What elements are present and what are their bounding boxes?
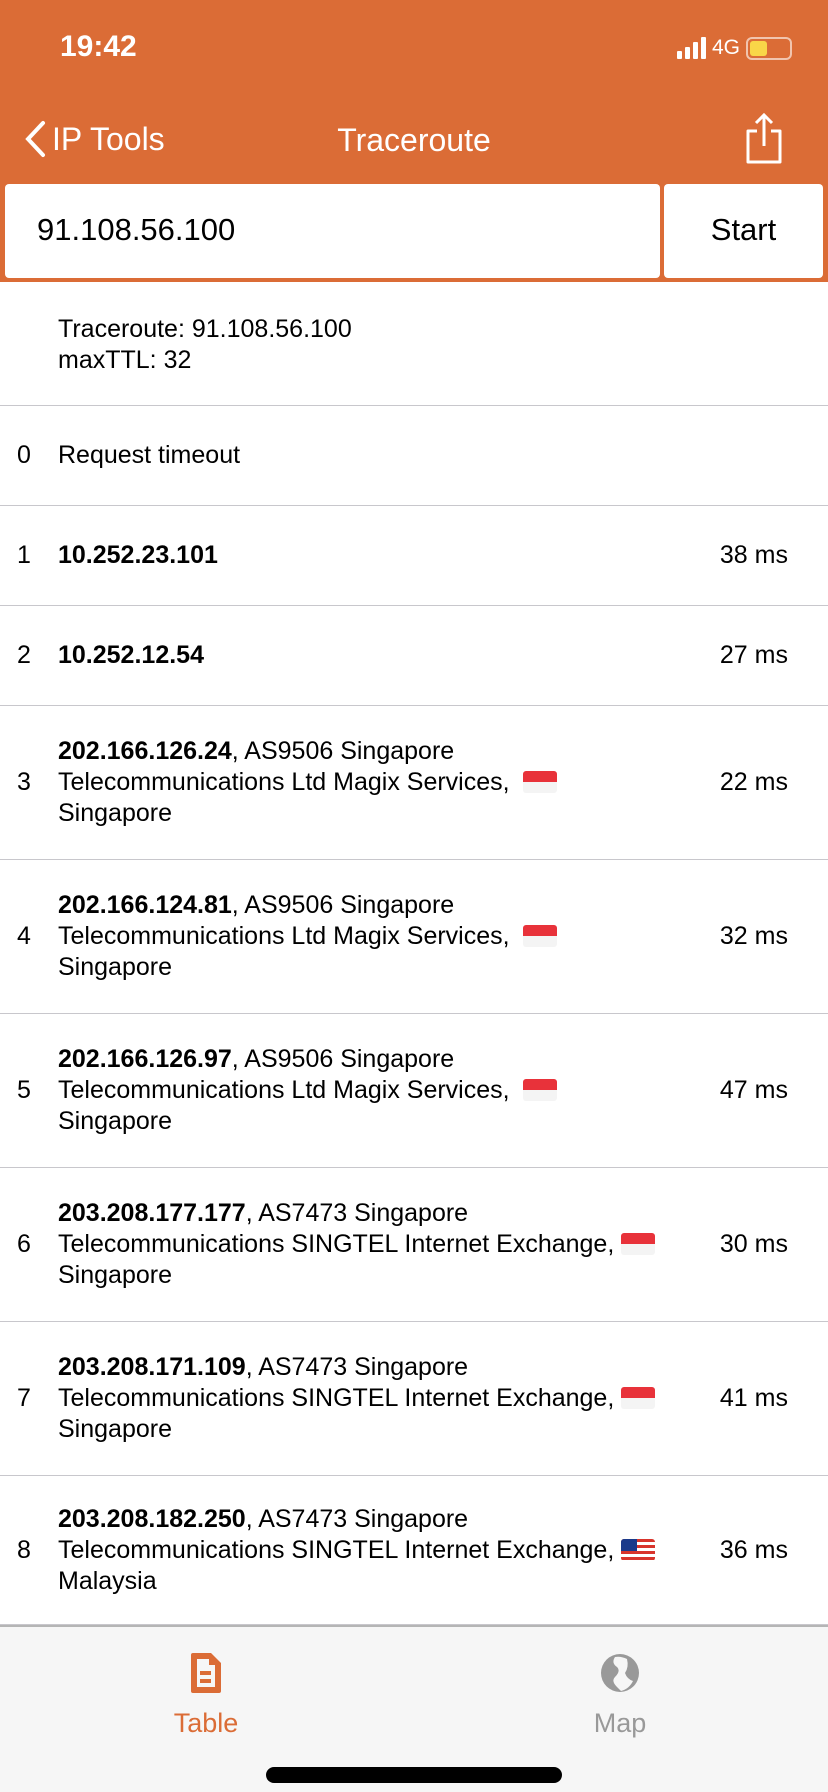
hop-description: , AS9506 Singapore Telecommunications Lt… <box>58 891 517 950</box>
hop-ip: 202.166.126.97 <box>58 1045 232 1073</box>
tab-table[interactable]: Table <box>146 1645 266 1739</box>
hop-latency: 38 ms <box>719 541 788 569</box>
back-label: IP Tools <box>52 120 165 157</box>
start-button[interactable]: Start <box>664 184 823 278</box>
hop-row[interactable]: 6 203.208.177.177, AS7473 Singapore Telec… <box>0 1168 828 1322</box>
hop-ip: 202.166.124.81 <box>58 891 232 919</box>
hop-ip: 10.252.23.101 <box>58 541 218 569</box>
share-button[interactable] <box>744 112 784 170</box>
hop-number: 6 <box>17 1230 31 1258</box>
hop-latency: 36 ms <box>719 1535 788 1564</box>
info-maxttl: maxTTL: 32 <box>58 346 192 374</box>
hop-latency: 27 ms <box>719 641 788 669</box>
traceroute-list: Traceroute: 91.108.56.100 maxTTL: 32 0 Re… <box>0 282 828 1625</box>
hop-latency: 30 ms <box>719 1230 788 1258</box>
chevron-left-icon <box>25 121 45 157</box>
hop-country: Singapore <box>58 1261 172 1289</box>
hop-number: 3 <box>17 768 31 796</box>
hop-details: 203.208.182.250, AS7473 Singapore Teleco… <box>58 1504 668 1597</box>
hop-country: Singapore <box>58 799 172 827</box>
hop-description: , AS9506 Singapore Telecommunications Lt… <box>58 737 517 796</box>
flag-icon <box>621 1538 656 1561</box>
signal-icon <box>676 37 706 59</box>
hop-ip: 202.166.126.24 <box>58 737 232 765</box>
network-type: 4G <box>711 36 740 59</box>
hop-latency: 41 ms <box>719 1384 788 1412</box>
hop-latency: 22 ms <box>719 768 788 796</box>
hop-country: Singapore <box>58 1415 172 1443</box>
flag-icon <box>522 771 557 793</box>
host-input[interactable]: 91.108.56.100 <box>5 184 660 278</box>
hop-country: Singapore <box>58 953 172 981</box>
hop-details: 202.166.126.97, AS9506 Singapore Telecom… <box>58 1044 668 1137</box>
hop-ip: 10.252.12.54 <box>58 641 204 669</box>
hop-details: 10.252.23.101 <box>58 540 668 571</box>
status-indicators: 4G <box>676 36 792 60</box>
hop-row[interactable]: 4 202.166.124.81, AS9506 Singapore Teleco… <box>0 860 828 1014</box>
hop-row[interactable]: 3 202.166.126.24, AS9506 Singapore Teleco… <box>0 706 828 860</box>
hop-row[interactable]: 2 10.252.12.54 27 ms <box>0 606 828 706</box>
hop-row[interactable]: 5 202.166.126.97, AS9506 Singapore Teleco… <box>0 1014 828 1168</box>
hop-ip: 203.208.177.177 <box>58 1199 246 1227</box>
hop-number: 5 <box>17 1076 31 1104</box>
back-button[interactable]: IP Tools <box>24 120 165 158</box>
tab-bar: Table Map <box>0 1625 828 1792</box>
globe-icon <box>601 1654 639 1692</box>
battery-icon <box>746 36 792 60</box>
hop-description: , AS7473 Singapore Telecommunications SI… <box>58 1199 622 1258</box>
hop-description: Request timeout <box>58 441 241 469</box>
tab-label: Map <box>593 1708 647 1738</box>
hop-row[interactable]: 1 10.252.23.101 38 ms <box>0 506 828 606</box>
hop-country: Singapore <box>58 1107 172 1135</box>
traceroute-info: Traceroute: 91.108.56.100 maxTTL: 32 <box>0 282 828 406</box>
hop-details: 202.166.126.24, AS9506 Singapore Telecom… <box>58 736 668 829</box>
hop-number: 1 <box>17 541 31 569</box>
hop-row[interactable]: 0 Request timeout <box>0 406 828 506</box>
document-icon <box>191 1653 221 1693</box>
status-time: 19:42 <box>60 30 137 63</box>
home-indicator <box>266 1767 562 1783</box>
hop-ip: 203.208.171.109 <box>58 1353 246 1381</box>
hop-description: , AS9506 Singapore Telecommunications Lt… <box>58 1045 517 1104</box>
hop-details: 203.208.171.109, AS7473 Singapore Teleco… <box>58 1352 668 1445</box>
hop-number: 7 <box>17 1384 31 1412</box>
hop-row[interactable]: 8 203.208.182.250, AS7473 Singapore Telec… <box>0 1476 828 1625</box>
hop-number: 4 <box>17 922 31 950</box>
flag-icon <box>621 1233 656 1255</box>
hop-country: Malaysia <box>58 1566 157 1595</box>
hop-number: 0 <box>17 441 31 469</box>
hop-row[interactable]: 7 203.208.171.109, AS7473 Singapore Telec… <box>0 1322 828 1476</box>
hop-number: 8 <box>17 1535 31 1564</box>
hop-details: 202.166.124.81, AS9506 Singapore Telecom… <box>58 890 668 983</box>
hop-number: 2 <box>17 641 31 669</box>
hop-ip: 203.208.182.250 <box>58 1504 246 1533</box>
flag-icon <box>522 925 557 947</box>
hop-details: 203.208.177.177, AS7473 Singapore Teleco… <box>58 1198 668 1291</box>
flag-icon <box>522 1079 557 1101</box>
share-icon <box>746 112 782 164</box>
tab-map[interactable]: Map <box>560 1645 680 1739</box>
tab-label: Table <box>173 1708 239 1738</box>
flag-icon <box>621 1387 656 1409</box>
hop-latency: 47 ms <box>719 1076 788 1104</box>
hop-description: , AS7473 Singapore Telecommunications SI… <box>58 1353 622 1412</box>
hop-details: Request timeout <box>58 440 668 471</box>
hop-description: , AS7473 Singapore Telecommunications SI… <box>58 1504 622 1564</box>
header: 19:42 4G IP Tools Traceroute 91.108.56.1… <box>0 0 828 282</box>
hop-details: 10.252.12.54 <box>58 640 668 671</box>
hop-latency: 32 ms <box>719 922 788 950</box>
page-title: Traceroute <box>337 122 491 158</box>
info-target: Traceroute: 91.108.56.100 <box>58 315 352 343</box>
